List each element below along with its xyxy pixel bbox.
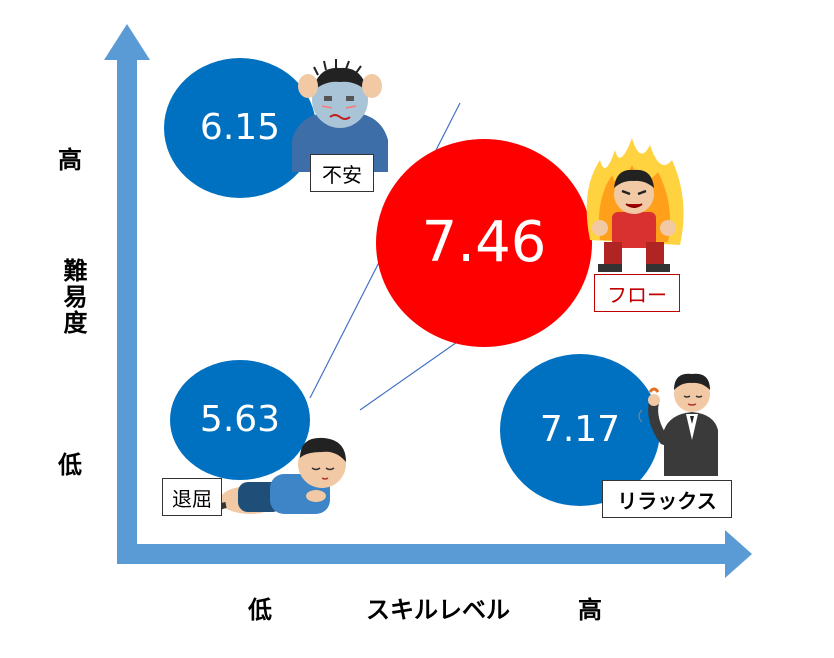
circle-anxiety (164, 58, 316, 198)
y-axis-high-label: 高 (58, 146, 82, 174)
x-axis-arrowhead (725, 530, 752, 578)
tag-flow: フロー (594, 274, 680, 312)
value-boredom: 5.63 (199, 399, 281, 440)
tag-relaxation: リラックス (602, 480, 732, 518)
y-axis-arrowhead (104, 24, 150, 60)
tag-anxiety: 不安 (310, 154, 374, 192)
channel-line-lower (359, 339, 461, 411)
fired-up-person-icon (586, 138, 684, 272)
relaxed-businessman-icon (638, 373, 718, 476)
value-flow: 7.46 (421, 210, 547, 275)
x-axis-high-label: 高 (578, 596, 602, 624)
circle-relaxation (500, 354, 660, 506)
x-axis-low-label: 低 (248, 596, 272, 624)
lying-down-person-icon (214, 437, 346, 514)
circle-flow (376, 139, 592, 347)
tag-boredom: 退屈 (162, 478, 222, 516)
value-anxiety: 6.15 (199, 107, 281, 148)
y-axis-low-label: 低 (58, 451, 82, 479)
value-relaxation: 7.17 (539, 409, 621, 450)
axes (104, 24, 752, 578)
circle-boredom (170, 360, 310, 480)
x-axis-bar (117, 544, 735, 564)
x-axis-title: スキルレベル (366, 596, 510, 624)
y-axis-bar (117, 60, 137, 560)
y-axis-title: 難易度 (59, 258, 87, 336)
